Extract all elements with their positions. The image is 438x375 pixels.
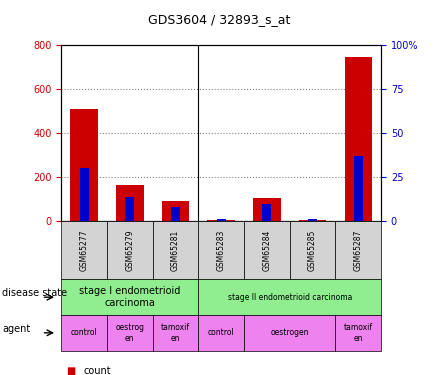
Text: ■: ■ (66, 366, 75, 375)
Bar (345, 57, 372, 221)
Text: GSM65277: GSM65277 (80, 230, 88, 271)
Bar (162, 201, 189, 221)
Text: oestrog
en: oestrog en (115, 323, 145, 342)
Text: GSM65284: GSM65284 (262, 230, 272, 271)
Text: control: control (71, 328, 98, 338)
Text: agent: agent (2, 324, 30, 334)
Bar (125, 196, 134, 221)
Text: GSM65287: GSM65287 (354, 230, 363, 271)
Bar (299, 220, 326, 221)
Bar (171, 207, 180, 221)
Bar (208, 220, 235, 221)
Text: oestrogen: oestrogen (270, 328, 309, 338)
Text: GSM65281: GSM65281 (171, 230, 180, 271)
Bar (80, 168, 89, 221)
Text: tamoxif
en: tamoxif en (161, 323, 190, 342)
Bar (253, 198, 281, 221)
Bar (71, 109, 98, 221)
Text: GDS3604 / 32893_s_at: GDS3604 / 32893_s_at (148, 13, 290, 26)
Bar (308, 219, 317, 221)
Text: GSM65283: GSM65283 (217, 230, 226, 271)
Bar (116, 185, 144, 221)
Text: tamoxif
en: tamoxif en (344, 323, 373, 342)
Bar (217, 219, 226, 221)
Text: GSM65279: GSM65279 (125, 230, 134, 271)
Text: control: control (208, 328, 235, 338)
Text: stage I endometrioid
carcinoma: stage I endometrioid carcinoma (79, 286, 180, 308)
Bar (353, 156, 363, 221)
Text: count: count (83, 366, 111, 375)
Bar (262, 204, 272, 221)
Text: stage II endometrioid carcinoma: stage II endometrioid carcinoma (227, 292, 352, 302)
Text: disease state: disease state (2, 288, 67, 298)
Text: GSM65285: GSM65285 (308, 230, 317, 271)
